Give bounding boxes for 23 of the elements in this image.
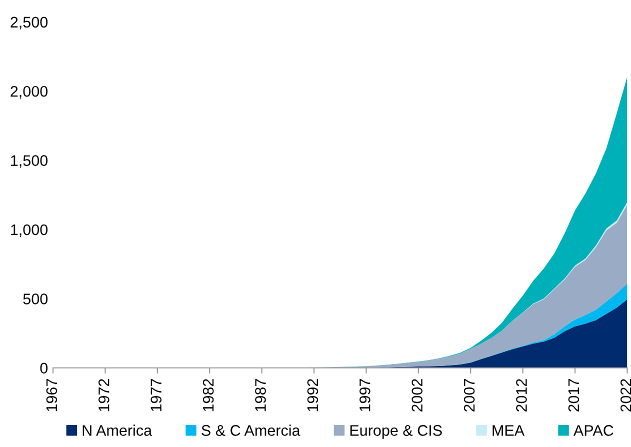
x-tick-label: 2012 [516, 379, 527, 412]
legend-label: Europe & CIS [350, 425, 442, 439]
x-tick-label: 1997 [359, 379, 370, 412]
x-tick-label: 1977 [150, 379, 162, 412]
x-tick-label: 2017 [568, 379, 580, 412]
x-tick-label: 1987 [255, 379, 266, 412]
y-tick-label: 2,500 [10, 16, 48, 30]
y-tick-label: 2,000 [10, 86, 48, 99]
x-tick-label: 2007 [464, 379, 475, 412]
y-tick-label: 500 [23, 294, 48, 304]
x-tick-label: 2022 [620, 379, 631, 412]
legend-label: S & C Amercia [202, 424, 300, 436]
x-tick-label: 1982 [202, 379, 214, 412]
x-tick-label: 1967 [46, 379, 58, 412]
legend-label: MEA [492, 425, 525, 436]
y-tick-label: 1,000 [11, 224, 48, 237]
legend-label: APAC [573, 425, 614, 436]
x-tick-label: 2002 [412, 379, 423, 412]
x-tick-label: 1992 [307, 379, 318, 412]
x-tick-label: 1972 [98, 379, 110, 412]
y-tick-label: 1,500 [11, 155, 48, 168]
legend-label: N America [82, 424, 152, 436]
y-tick-label: 0 [40, 362, 48, 374]
